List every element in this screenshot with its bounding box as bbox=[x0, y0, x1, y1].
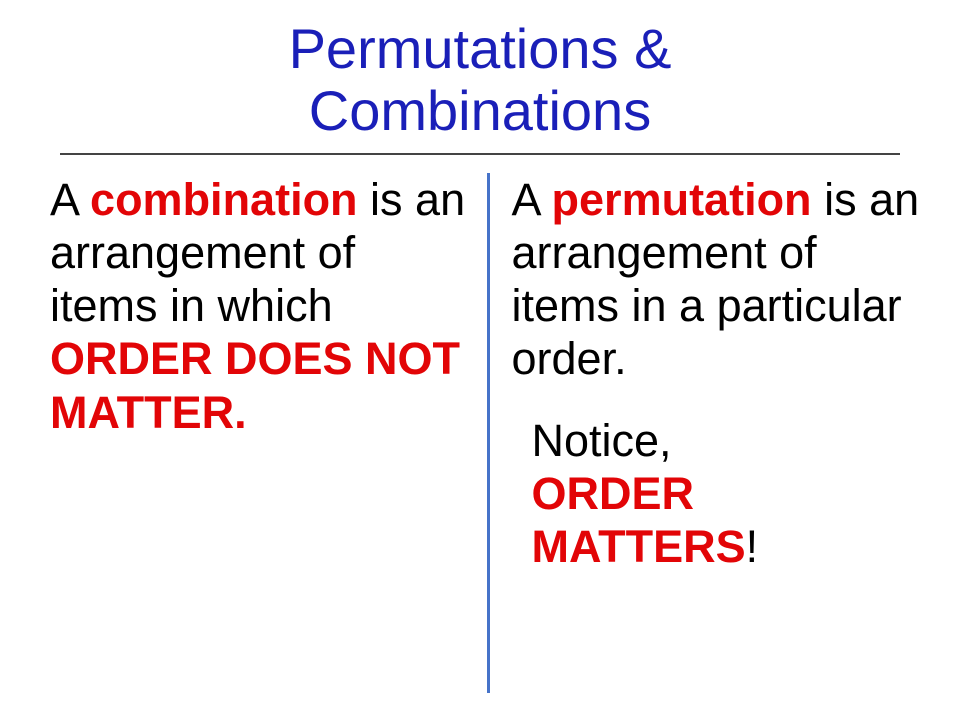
left-column: A combination is an arrangement of items… bbox=[50, 173, 487, 693]
notice-pre: Notice, bbox=[532, 415, 672, 466]
left-text-pre: A bbox=[50, 174, 90, 225]
notice-paragraph: Notice, ORDER MATTERS! bbox=[512, 414, 931, 573]
notice-highlight: ORDER MATTERS bbox=[532, 468, 746, 572]
left-highlight-word: combination bbox=[90, 174, 358, 225]
notice-exclamation: ! bbox=[746, 521, 759, 572]
right-column: A permutation is an arrangement of items… bbox=[490, 173, 931, 693]
right-paragraph: A permutation is an arrangement of items… bbox=[512, 173, 931, 385]
right-highlight-word: permutation bbox=[552, 174, 812, 225]
title-line2: Combinations bbox=[309, 79, 651, 142]
title-underline bbox=[60, 153, 900, 155]
title-line1: Permutations & bbox=[289, 17, 672, 80]
right-text-pre: A bbox=[512, 174, 552, 225]
two-column-layout: A combination is an arrangement of items… bbox=[0, 173, 960, 693]
left-highlight-phrase: ORDER DOES NOT MATTER. bbox=[50, 333, 460, 437]
slide-title: Permutations & Combinations bbox=[0, 0, 960, 153]
